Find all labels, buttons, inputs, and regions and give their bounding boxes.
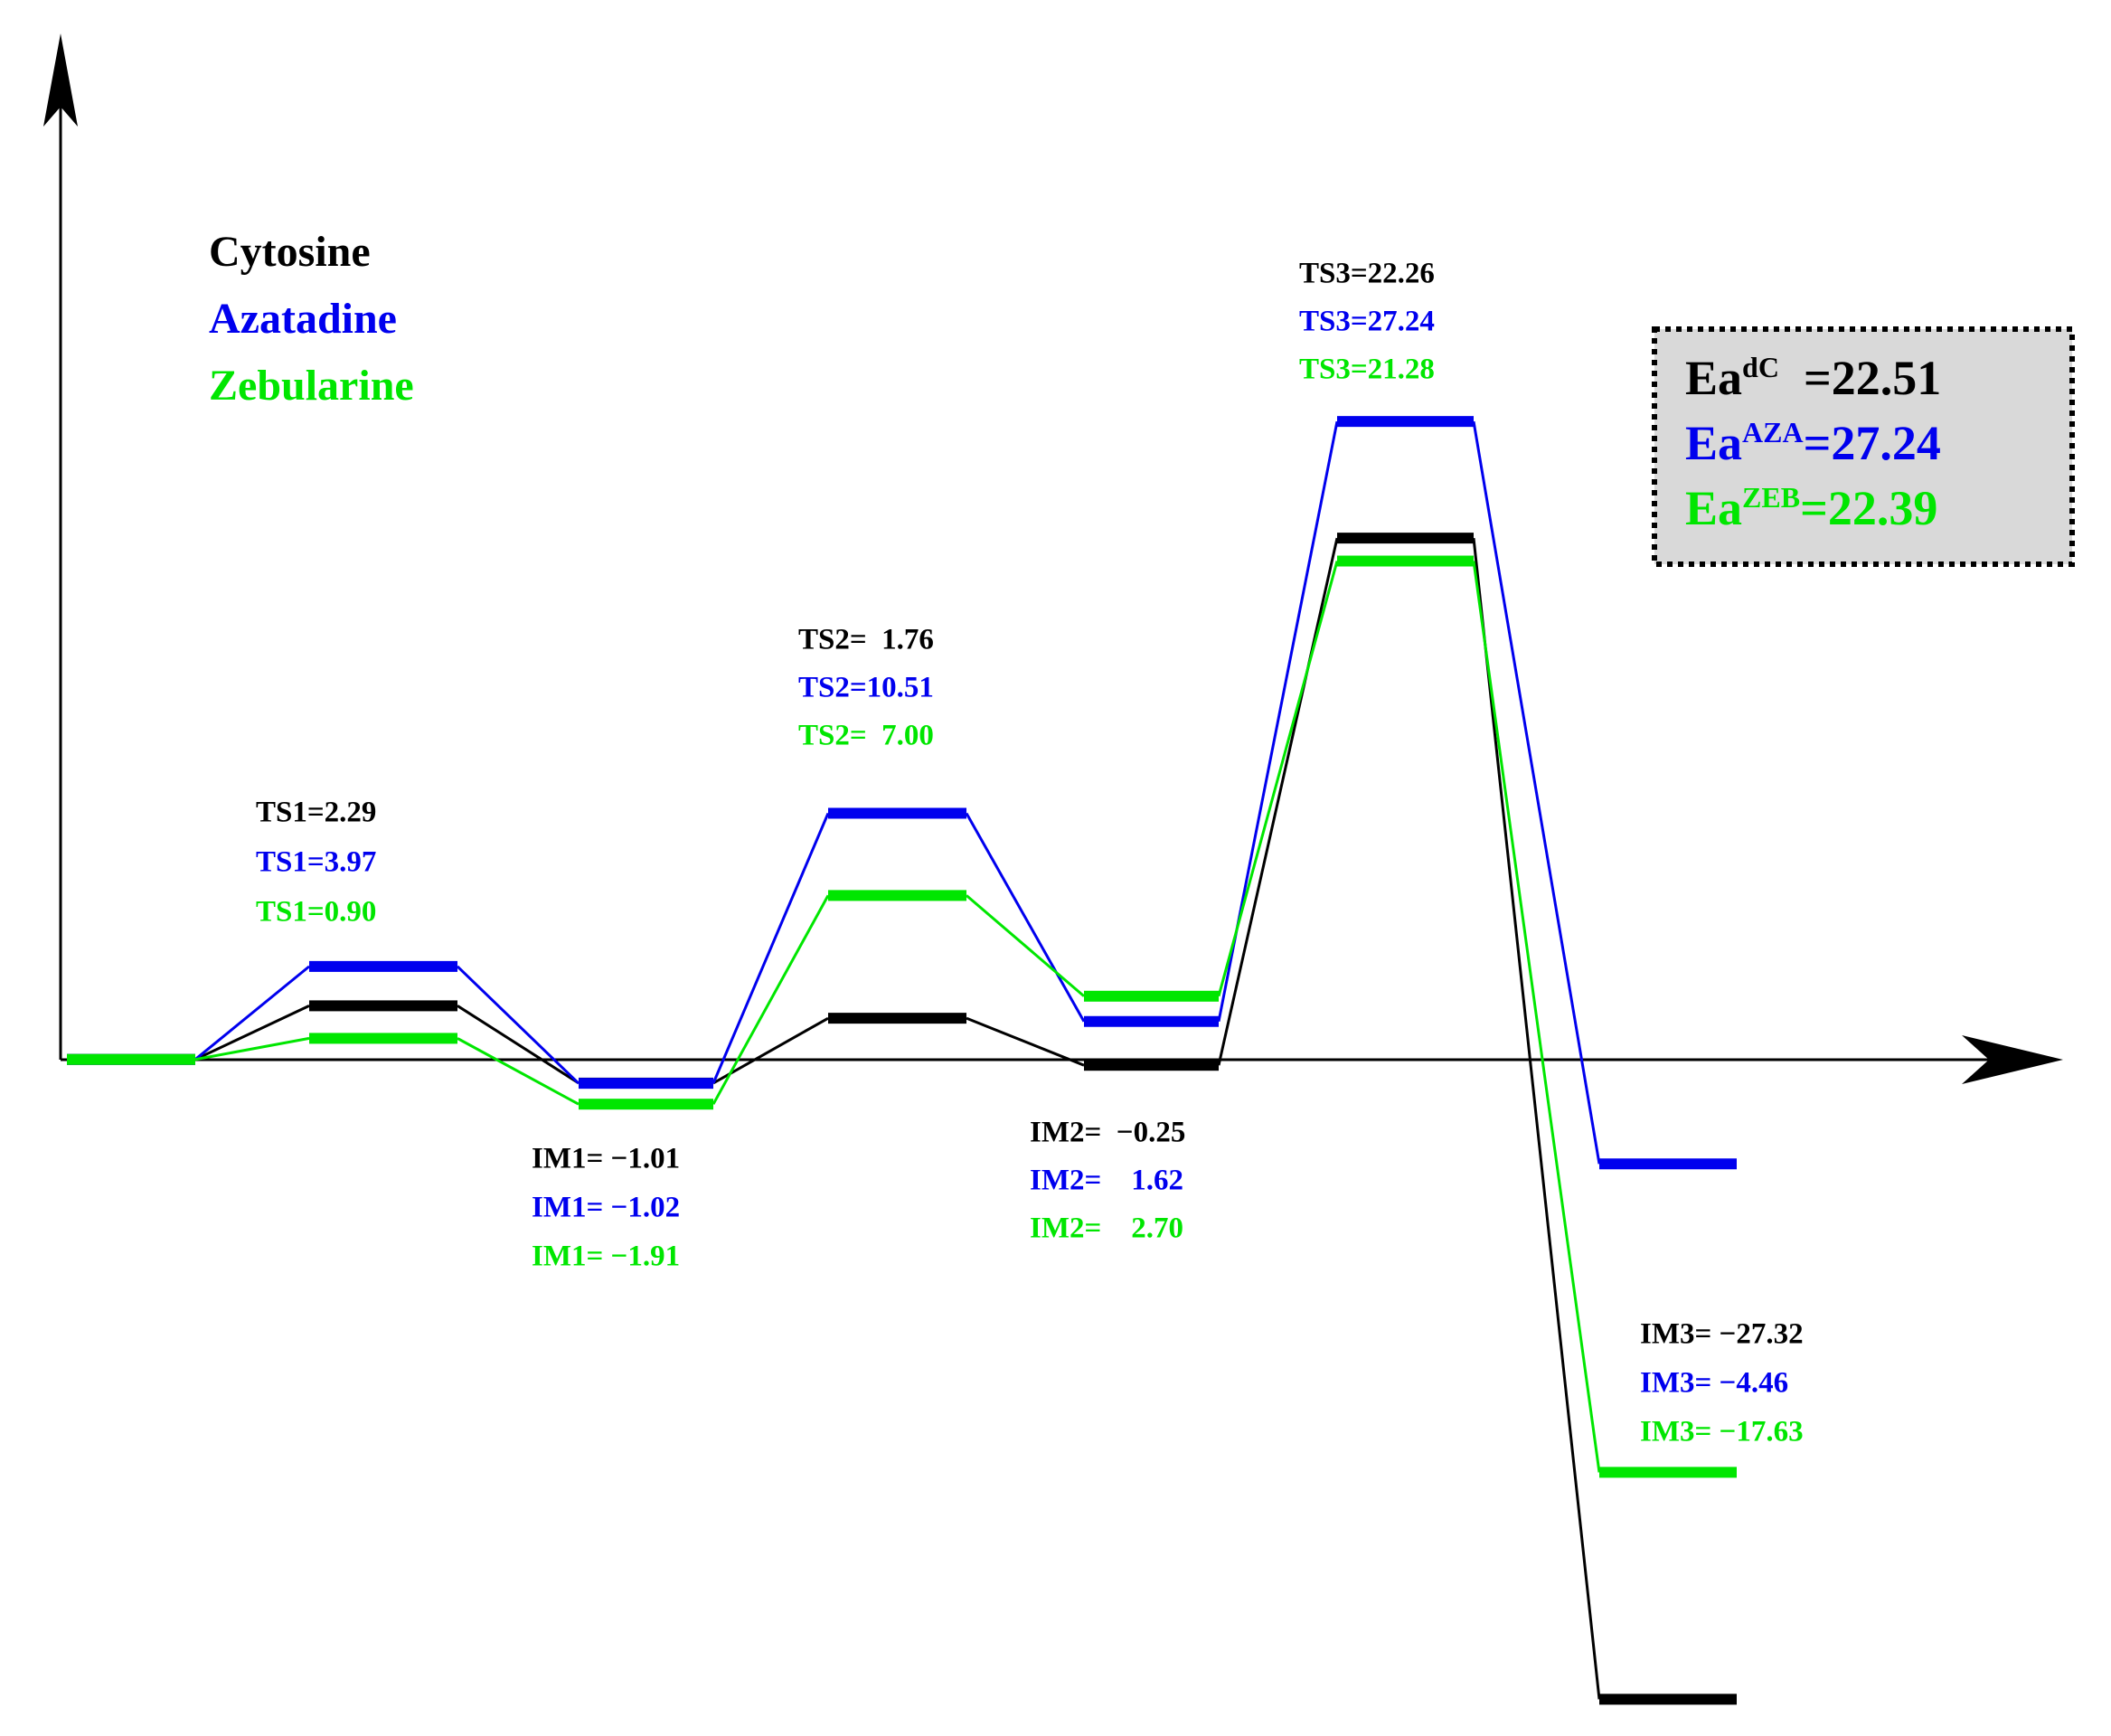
energy-level (1599, 1467, 1737, 1478)
value-label: IM3= −27.32 (1640, 1318, 1804, 1351)
value-label: TS3=22.26 (1299, 258, 1435, 290)
connector (1472, 561, 1601, 1473)
energy-level (309, 960, 457, 972)
energy-level (1337, 416, 1474, 428)
value-label: IM2= −0.25 (1030, 1117, 1185, 1149)
energy-level (1337, 533, 1474, 544)
ea-base: Ea (1685, 351, 1742, 405)
connector (194, 1036, 310, 1061)
legend-entry: Cytosine (209, 228, 371, 276)
energy-level (828, 890, 966, 901)
value-label: TS2= 7.00 (798, 720, 934, 752)
connector (1472, 537, 1601, 1700)
connector (712, 812, 830, 1084)
energy-level (1084, 990, 1219, 1002)
value-label: TS1=2.29 (256, 797, 376, 829)
connector (712, 1016, 829, 1085)
value-label: TS1=0.90 (256, 896, 376, 929)
connector (1217, 561, 1339, 997)
connector (194, 1005, 310, 1061)
ea-value: =27.24 (1804, 416, 1941, 470)
energy-level (309, 1000, 457, 1012)
energy-level (67, 1053, 195, 1065)
energy-level (1599, 1158, 1737, 1170)
legend-entry: Azatadine (209, 295, 397, 343)
ea-base: Ea (1685, 481, 1742, 535)
x-axis-arrow (1962, 1035, 2063, 1084)
energy-level (1084, 1015, 1219, 1027)
value-label: IM1= −1.91 (532, 1241, 680, 1273)
connector (456, 965, 580, 1085)
ea-sup: AZA (1742, 416, 1804, 448)
energy-level (579, 1078, 713, 1090)
ea-value: =22.51 (1779, 351, 1941, 405)
energy-level (1337, 555, 1474, 567)
connector (966, 894, 1085, 997)
energy-level (828, 807, 966, 819)
connector (457, 1005, 580, 1085)
ea-value: =22.39 (1800, 481, 1937, 535)
connector (712, 894, 830, 1105)
value-label: TS3=21.28 (1299, 354, 1435, 386)
connector (965, 812, 1086, 1023)
value-label: TS2= 1.76 (798, 624, 934, 656)
value-label: TS1=3.97 (256, 846, 376, 879)
energy-level (309, 1033, 457, 1044)
connector (1472, 420, 1601, 1165)
legend-entry: Zebularine (209, 362, 414, 410)
energy-level (828, 1013, 966, 1024)
energy-level (579, 1099, 713, 1110)
value-label: IM2= 2.70 (1030, 1212, 1183, 1245)
connector (457, 1037, 580, 1106)
value-label: IM3= −17.63 (1640, 1416, 1804, 1448)
value-label: TS2=10.51 (798, 672, 934, 704)
value-label: IM1= −1.02 (532, 1192, 680, 1224)
ea-text: EaZEB=22.39 (1685, 481, 1937, 535)
ea-text: EaAZA=27.24 (1685, 416, 1941, 470)
y-axis-arrow (43, 33, 78, 127)
ea-sup: ZEB (1742, 481, 1800, 514)
ea-base: Ea (1685, 416, 1742, 470)
value-label: IM2= 1.62 (1030, 1165, 1183, 1197)
ea-text: EadC =22.51 (1685, 351, 1941, 405)
value-label: IM1= −1.01 (532, 1143, 680, 1175)
energy-level (1084, 1060, 1219, 1071)
value-label: IM3= −4.46 (1640, 1367, 1788, 1400)
value-label: TS3=27.24 (1299, 306, 1435, 338)
connector (966, 1016, 1085, 1067)
connector (1217, 537, 1339, 1066)
ea-sup: dC (1742, 351, 1779, 383)
connector (194, 965, 310, 1061)
ea-box (1652, 326, 2075, 567)
energy-level (1599, 1694, 1737, 1705)
